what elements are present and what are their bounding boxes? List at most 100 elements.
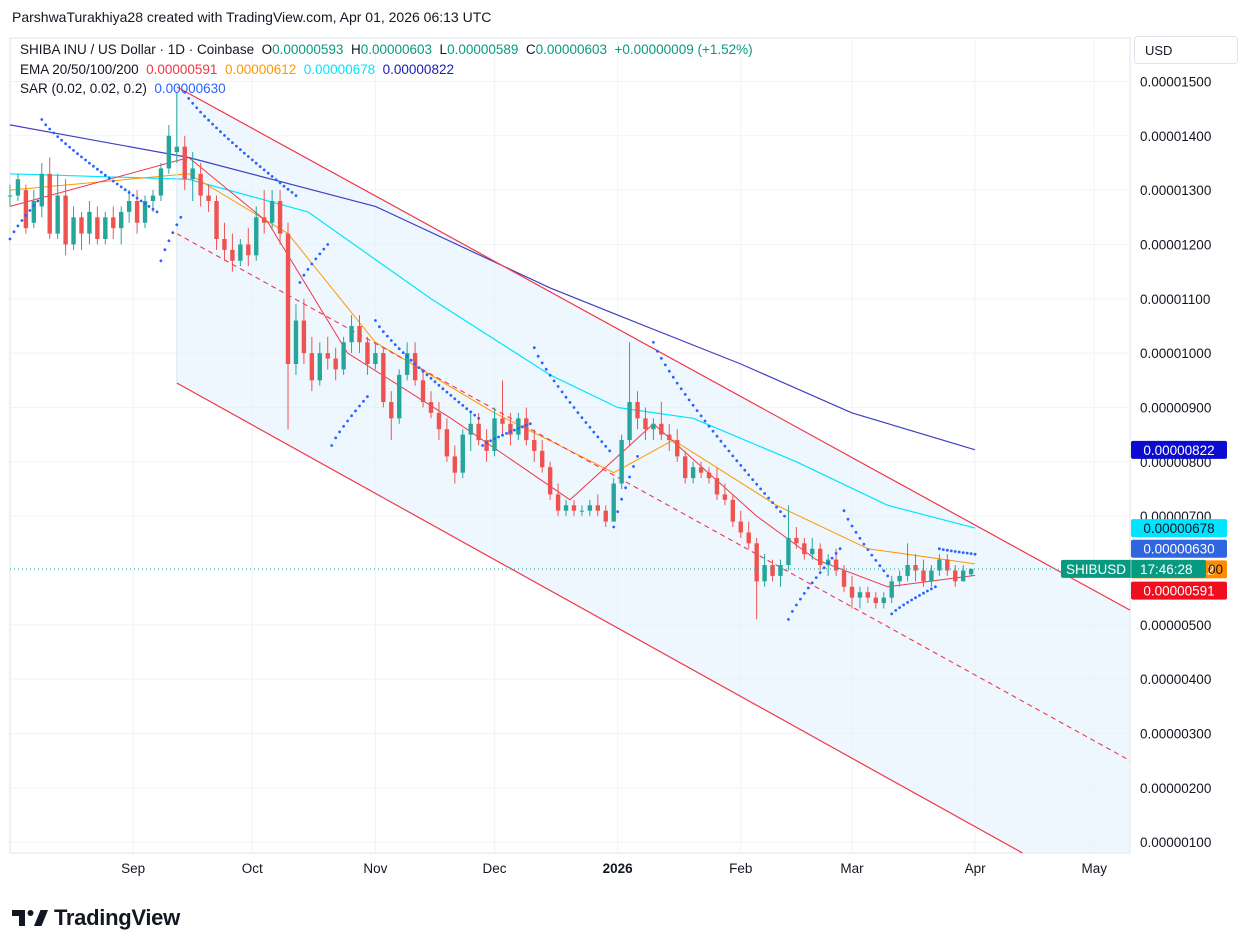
candle-body <box>95 217 100 240</box>
sar-dot <box>568 401 572 404</box>
sar-dot <box>421 369 425 373</box>
sar-dot <box>381 330 385 333</box>
tradingview-logo[interactable]: TradingView <box>12 905 180 931</box>
sar-dot <box>584 421 588 424</box>
sar-dot <box>68 145 71 149</box>
sar-dot <box>143 202 147 206</box>
candle <box>722 483 728 506</box>
candle <box>428 391 434 419</box>
sar-dot <box>830 556 834 560</box>
candle <box>913 554 918 582</box>
candle <box>500 380 505 435</box>
sar-dot <box>870 553 874 557</box>
ema100-line <box>9 173 976 529</box>
sar-dot <box>719 439 723 443</box>
sar-dot <box>437 383 441 387</box>
sar-dot <box>135 196 139 200</box>
ema-label[interactable]: EMA 20/50/100/200 <box>20 61 139 77</box>
sar-dot <box>227 137 230 141</box>
candle <box>611 478 616 522</box>
sar-dot <box>878 564 882 568</box>
sar-dot <box>119 185 123 189</box>
sar-dot <box>636 455 639 458</box>
candle-body <box>7 195 13 197</box>
candle <box>960 565 966 582</box>
channel-upper-line <box>176 86 1131 611</box>
candle <box>873 592 879 609</box>
sar-dot <box>517 427 520 430</box>
sar-dot <box>588 425 592 429</box>
sar-dot <box>338 430 341 434</box>
sar-dot <box>12 230 16 234</box>
sar-dot <box>556 385 560 388</box>
sar-dot <box>608 449 612 453</box>
candle-body <box>960 570 966 582</box>
sar-dot <box>147 205 151 208</box>
sar-dot <box>179 215 183 219</box>
candle-body <box>412 353 418 381</box>
sar-dot <box>191 101 195 105</box>
sar-label[interactable]: SAR (0.02, 0.02, 0.2) <box>20 81 147 96</box>
sar-dot <box>918 594 921 597</box>
candle-body <box>953 570 958 582</box>
candle-body <box>905 565 910 576</box>
ema100-price-label: 0.00000678 <box>1131 519 1227 538</box>
sar-dot <box>846 517 850 521</box>
sar-dot <box>270 175 274 178</box>
ema20-price-label-bg <box>1131 581 1227 600</box>
candle-body <box>500 418 505 424</box>
sar-dot <box>731 454 735 458</box>
candle <box>539 440 545 473</box>
y-axis: 0.00001500 0.00001400 0.00001300 0.00001200… <box>1140 74 1211 850</box>
candle <box>706 467 712 484</box>
sar-dot <box>520 425 524 429</box>
sar-dot <box>810 581 814 585</box>
candle-body <box>690 467 696 479</box>
sar-dot <box>48 127 52 131</box>
candle <box>849 575 855 609</box>
candle-body <box>714 478 720 495</box>
currency-selector[interactable]: USD <box>1134 36 1238 64</box>
candle <box>532 429 537 462</box>
candle <box>571 499 577 517</box>
sar-dot <box>215 126 218 130</box>
candle-body <box>635 402 640 419</box>
candle <box>317 342 322 386</box>
candle-body <box>619 440 624 484</box>
ema200-price-label-bg <box>1131 440 1227 459</box>
sar-dot <box>540 361 544 365</box>
countdown-text: 17:46:28 <box>1140 562 1193 577</box>
sar-dot <box>123 188 127 192</box>
sar-dot <box>949 549 953 553</box>
candle <box>119 206 124 245</box>
symbol-name-text: SHIBUSD <box>1066 562 1126 577</box>
sar-dot <box>211 122 215 126</box>
candle <box>254 206 259 261</box>
sar-dot <box>127 191 131 194</box>
candle <box>603 505 608 527</box>
candle <box>762 554 767 587</box>
candle-body <box>404 353 410 375</box>
sar-dot <box>612 525 616 529</box>
candle-body <box>333 358 338 370</box>
sar-dot <box>683 393 687 396</box>
candle <box>206 184 211 212</box>
candle <box>651 418 656 441</box>
sar-dot <box>822 566 826 570</box>
sar-dot <box>902 603 905 607</box>
candle <box>460 429 465 479</box>
symbol-title[interactable]: SHIBA INU / US Dollar · 1D · Coinbase <box>20 42 255 57</box>
candle <box>508 412 513 446</box>
candle-body <box>238 244 243 261</box>
ema-row: EMA 20/50/100/200 0.00000591 0.00000612 … <box>20 60 753 80</box>
candle-body <box>698 467 704 473</box>
sar-dot <box>596 435 600 439</box>
sar-dot <box>88 161 91 165</box>
candle-body <box>47 173 52 234</box>
candle <box>690 461 696 484</box>
sar-dot <box>378 325 381 329</box>
candle <box>246 228 251 267</box>
candle <box>47 157 52 240</box>
sar-dot <box>60 138 63 142</box>
